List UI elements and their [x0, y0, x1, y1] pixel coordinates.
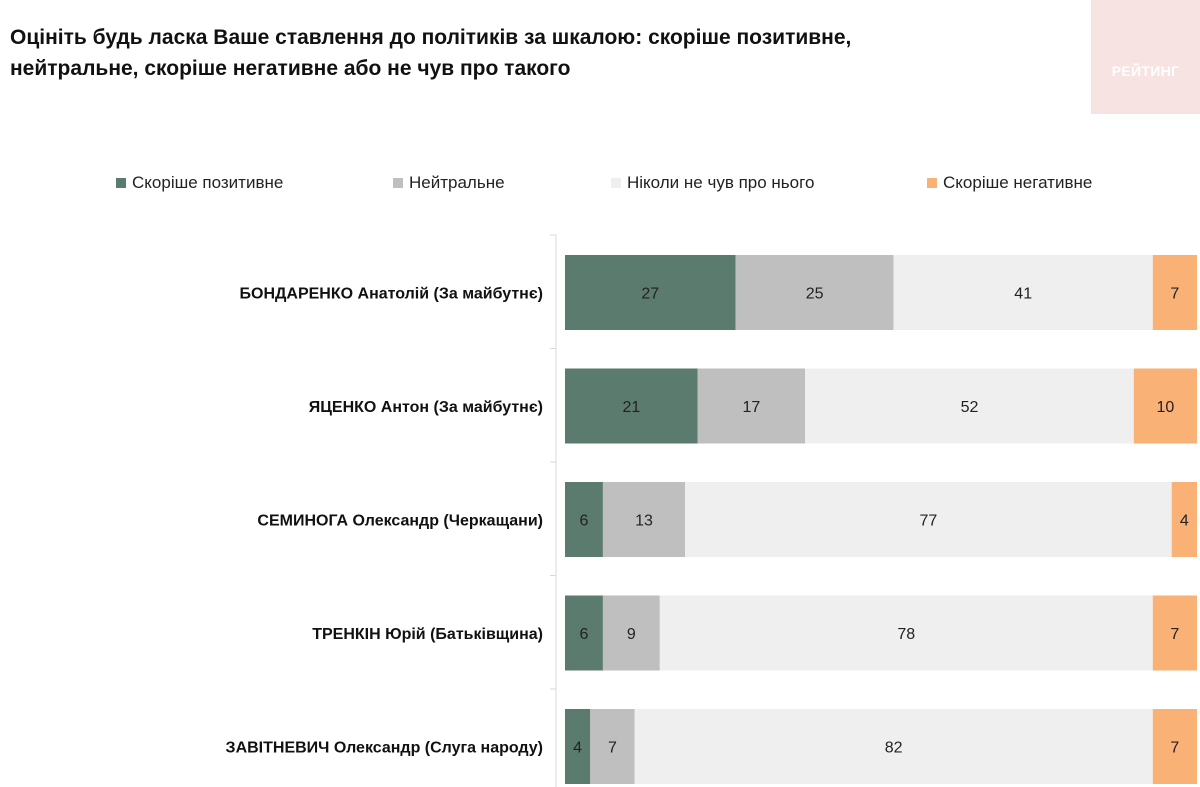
title-line-2: нейтральне, скоріше негативне або не чув…: [10, 57, 571, 80]
data-label: 7: [1170, 286, 1179, 303]
bar-segment: [685, 482, 1172, 557]
legend-swatch-never-heard: [611, 178, 621, 188]
bar-segment: [893, 255, 1153, 330]
bar-segment: [735, 255, 894, 330]
category-label: БОНДАРЕНКО Анатолій (За майбутнє): [240, 286, 544, 303]
bar-segment: [602, 482, 686, 557]
legend-label-negative: Скоріше негативне: [943, 173, 1093, 192]
legend-item-neutral: Нейтральне: [393, 172, 505, 194]
data-label: 52: [961, 399, 979, 416]
category-label: ТРЕНКІН Юрій (Батьківщина): [312, 626, 543, 643]
legend-item-positive: Скоріше позитивне: [116, 172, 283, 194]
bar-segment: [1152, 255, 1197, 330]
bar-segment: [565, 482, 603, 557]
data-label: 6: [580, 626, 589, 643]
bar-segment: [590, 709, 635, 784]
data-label: 7: [1170, 740, 1179, 757]
legend-item-negative: Скоріше негативне: [927, 172, 1092, 194]
legend-item-never-heard: Ніколи не чув про нього: [611, 172, 814, 194]
page-title: Оцініть будь ласка Ваше ставлення до пол…: [10, 22, 1090, 84]
chart-legend: Скоріше позитивне Нейтральне Ніколи не ч…: [0, 172, 1200, 196]
data-label: 4: [1180, 513, 1189, 530]
bar-segment: [634, 709, 1153, 784]
bar-segment: [1152, 595, 1197, 671]
bar-segment: [659, 595, 1153, 671]
bar-segment: [1152, 709, 1197, 784]
bar-segment: [565, 595, 603, 671]
title-line-1: Оцініть будь ласка Ваше ставлення до пол…: [10, 26, 852, 49]
legend-swatch-positive: [116, 178, 126, 188]
bar-segment: [805, 368, 1134, 444]
data-label: 17: [743, 399, 761, 416]
data-label: 7: [1170, 626, 1179, 643]
category-label: СЕМИНОГА Олександр (Черкащани): [257, 513, 543, 530]
category-label: ЯЦЕНКО Антон (За майбутнє): [309, 399, 543, 416]
legend-label-never-heard: Ніколи не чув про нього: [627, 173, 815, 192]
category-label: ЗАВІТНЕВИЧ Олександр (Слуга народу): [226, 740, 543, 757]
legend-swatch-neutral: [393, 178, 403, 188]
data-label: 41: [1014, 286, 1032, 303]
data-label: 78: [897, 626, 915, 643]
bar-segment: [602, 595, 660, 671]
brand-logo-text: РЕЙТИНГ: [1111, 63, 1180, 79]
bar-segment: [1133, 368, 1197, 444]
data-label: 9: [627, 626, 636, 643]
data-label: 21: [622, 399, 640, 416]
data-label: 77: [920, 513, 938, 530]
bar-segment: [697, 368, 806, 444]
legend-label-positive: Скоріше позитивне: [132, 173, 284, 192]
data-label: 6: [580, 513, 589, 530]
legend-label-neutral: Нейтральне: [409, 173, 505, 192]
data-label: 13: [635, 513, 653, 530]
bar-segment: [565, 368, 698, 444]
bar-segment: [565, 255, 736, 330]
legend-swatch-negative: [927, 178, 937, 188]
bar-segment: [565, 709, 591, 784]
data-label: 4: [573, 740, 582, 757]
data-label: 27: [641, 286, 659, 303]
data-label: 82: [885, 740, 903, 757]
data-label: 10: [1157, 399, 1175, 416]
bar-segment: [1171, 482, 1197, 557]
data-label: 25: [806, 286, 824, 303]
data-label: 7: [608, 740, 617, 757]
brand-logo: РЕЙТИНГ: [1091, 0, 1200, 114]
